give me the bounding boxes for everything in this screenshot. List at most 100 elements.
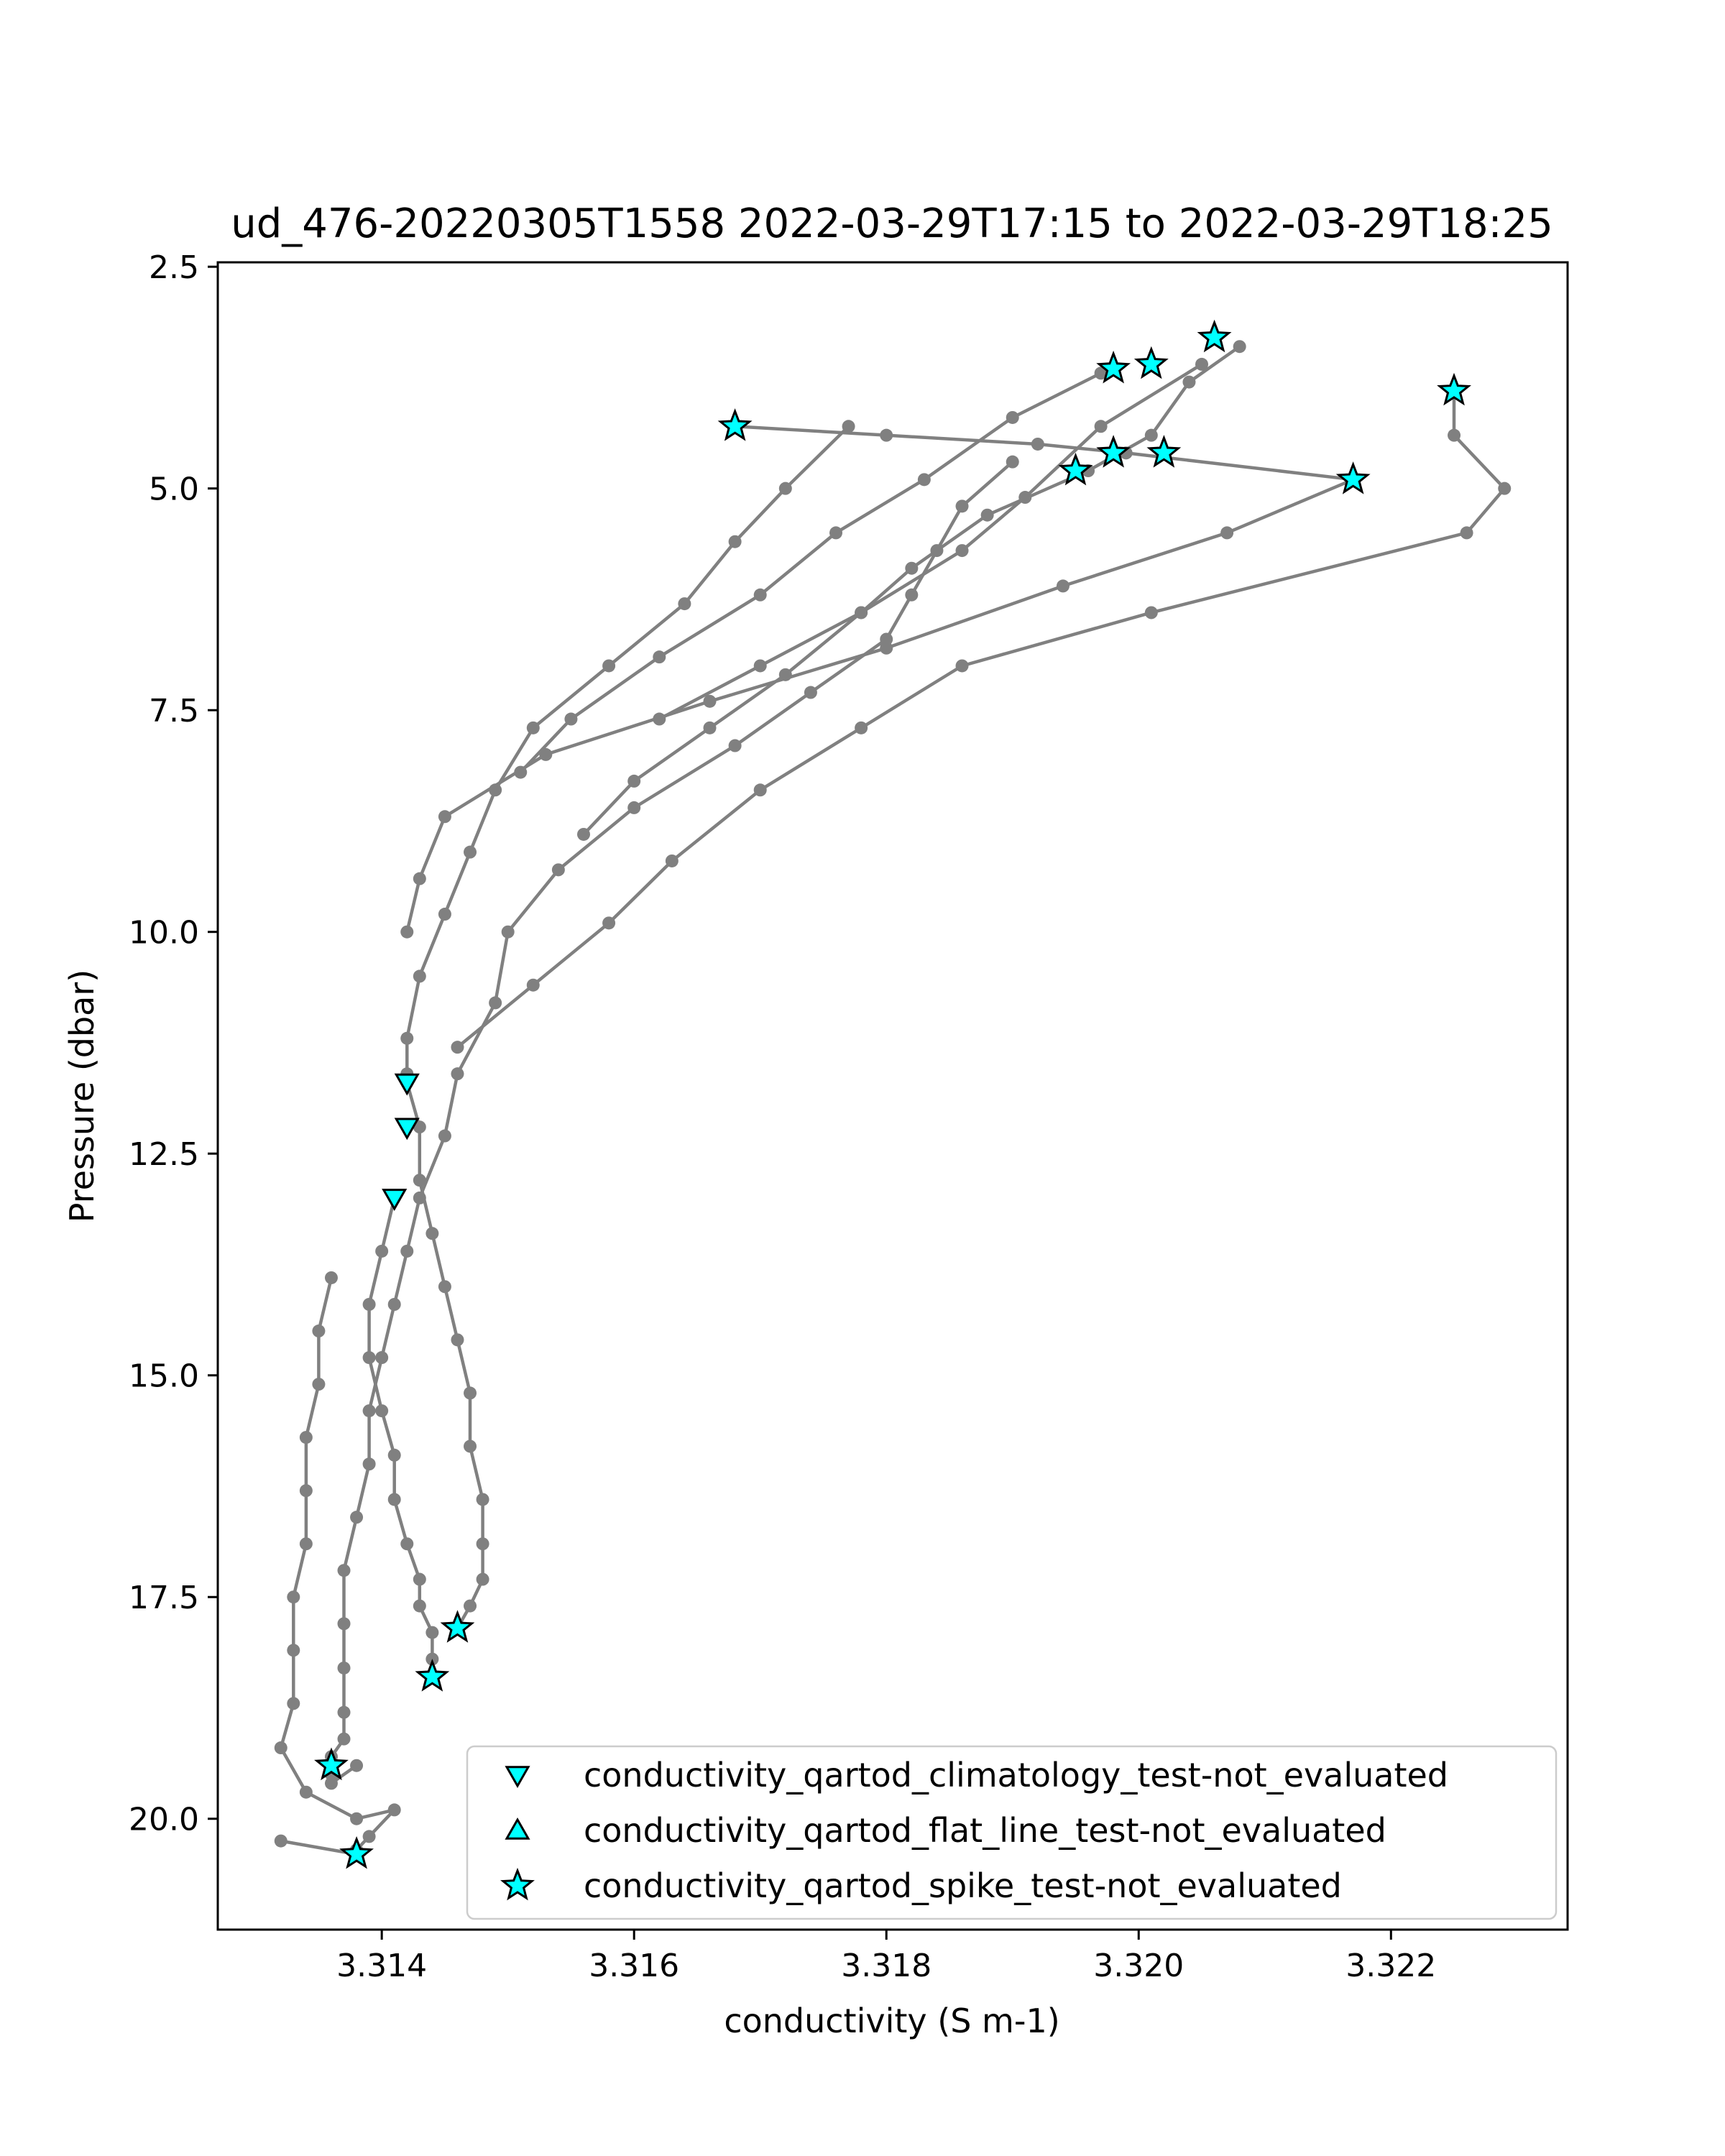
data-point [753,588,767,602]
data-point [917,473,931,487]
x-tick-label: 3.318 [841,1948,932,1984]
y-tick-label: 2.5 [149,249,199,286]
y-tick-label: 12.5 [129,1136,199,1173]
spike-flag-marker [1146,435,1182,468]
x-axis-label: conductivity (S m-1) [724,2001,1059,2040]
data-point [1031,437,1044,451]
data-point [464,1386,477,1400]
chart-title: ud_476-20220305T1558 2022-03-29T17:15 to… [231,201,1553,247]
data-point [778,482,792,495]
data-point [855,721,868,734]
data-point [400,1244,414,1258]
data-point [287,1590,300,1604]
data-point [400,1537,414,1551]
data-point [387,1298,401,1311]
profile-line [329,461,1014,1785]
data-point [880,632,893,646]
spike-flag-marker [1197,319,1232,353]
spike-flag-marker [1096,350,1131,384]
data-point [564,712,578,726]
y-axis: 2.5 5.0 7.5 10.0 12.5 15.0 17.5 20.0 [129,249,218,1838]
legend-label: conductivity_qartod_flat_line_test-not_e… [584,1811,1386,1850]
data-point [464,845,477,859]
data-point [464,1439,477,1453]
data-point [880,428,893,442]
data-point [400,925,414,939]
data-point [387,1493,401,1506]
data-point [955,544,969,558]
plot-frame [216,261,1569,1931]
data-point [653,650,666,664]
data-point [1220,526,1234,540]
data-point [855,606,868,619]
x-tick-label: 3.316 [589,1948,679,1984]
climatology-flag-marker [394,1073,420,1096]
data-point [804,686,817,699]
legend: conductivity_qartod_climatology_test-not… [466,1745,1558,1920]
data-point [375,1351,389,1365]
data-point [375,1244,389,1258]
data-point [438,1129,451,1143]
data-point [287,1697,300,1710]
data-point [299,1537,313,1551]
data-point [602,659,616,673]
data-point [728,535,742,548]
data-point [337,1661,351,1674]
data-point [426,1626,439,1639]
data-point [438,810,451,824]
climatology-flag-marker [382,1189,408,1211]
profile-line [519,372,1102,774]
data-point [728,739,742,752]
data-point [1144,606,1158,619]
data-point [299,1785,313,1799]
data-point [375,1404,389,1418]
spike-flag-marker [1133,346,1169,379]
data-point [464,1599,477,1613]
data-point [526,721,540,734]
data-point [426,1227,439,1240]
data-point [880,641,893,655]
data-point [413,872,426,885]
data-point [955,499,969,513]
climatology-flag-marker [394,1118,420,1141]
data-point [362,1298,376,1311]
data-point [905,561,919,575]
y-tick-label: 7.5 [149,693,199,729]
data-point [312,1378,326,1391]
data-point [476,1572,489,1586]
data-point [1006,410,1019,424]
x-tick-label: 3.322 [1346,1948,1436,1984]
data-point [501,925,515,939]
data-point [413,1174,426,1187]
legend-star-marker [500,1867,535,1901]
data-point [451,1041,464,1054]
x-axis: 3.314 3.316 3.318 3.320 3.322 [336,1930,1436,1984]
marker-layer [314,319,1471,1869]
data-point [438,908,451,921]
data-point [287,1644,300,1657]
data-point [337,1705,351,1719]
data-point [1448,428,1461,442]
data-point [350,1759,364,1772]
data-point [324,1777,338,1790]
data-point [350,1511,364,1524]
data-point [1233,340,1246,354]
legend-triangle-down-marker [505,1766,530,1789]
spike-flag-marker [1437,372,1471,406]
data-point [451,1333,464,1347]
data-point [476,1537,489,1551]
data-point [1094,367,1108,380]
profile-line [279,1277,396,1855]
legend-label: conductivity_qartod_climatology_test-not… [584,1756,1448,1795]
spike-flag-marker [1058,452,1093,486]
data-point [413,1120,426,1134]
data-point [1195,357,1209,371]
profile-line [456,390,1506,1049]
data-point [362,1457,376,1471]
data-point [274,1834,288,1848]
data-point [362,1404,376,1418]
data-point [842,420,855,433]
data-point [387,1448,401,1462]
y-axis-label: Pressure (dbar) [63,969,101,1222]
data-point [703,694,717,708]
